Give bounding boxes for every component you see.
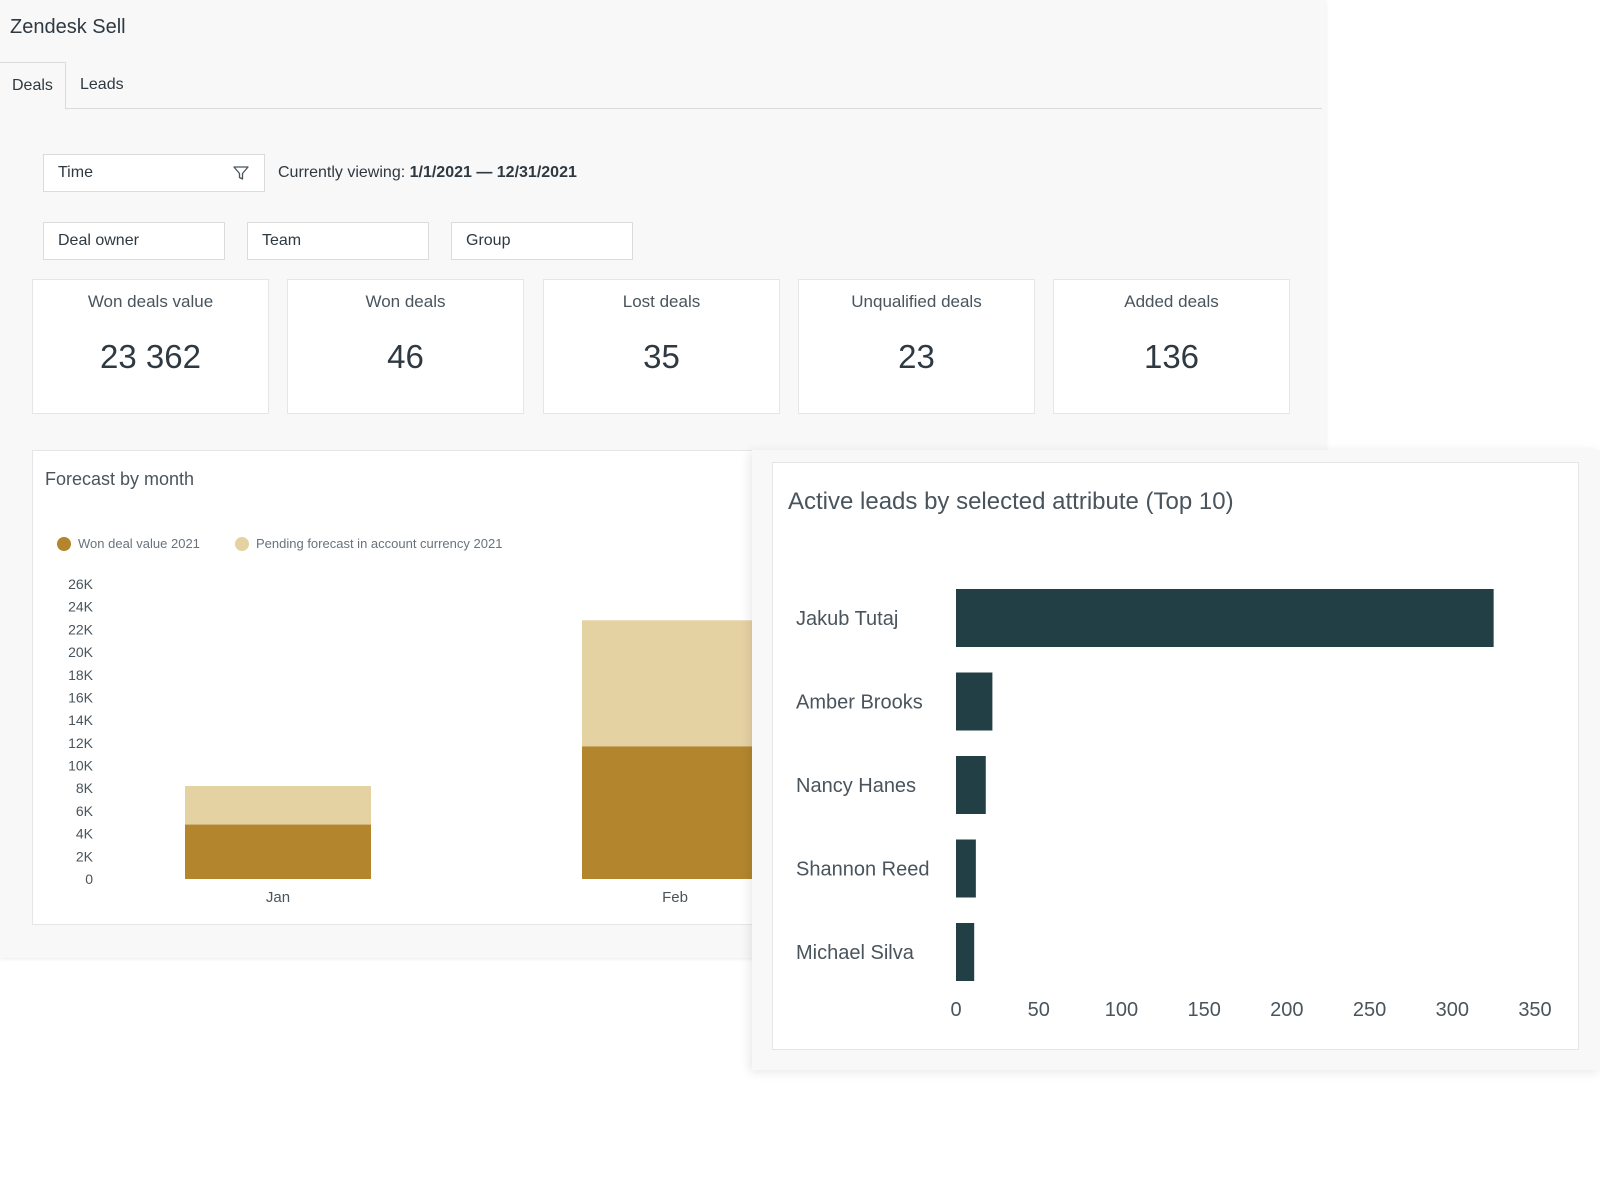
x-tick-label: Jan (266, 889, 290, 906)
kpi-unqualified-deals: Unqualified deals 23 (798, 279, 1035, 414)
tab-leads[interactable]: Leads (80, 76, 124, 93)
bar-won-segment (582, 746, 768, 879)
app-title: Zendesk Sell (10, 16, 126, 38)
y-tick-label: 6K (76, 803, 94, 819)
legend-item-pending: Pending forecast in account currency 202… (235, 536, 502, 551)
leads-chart: Jakub Tutaj Amber Brooks Nancy Hanes Shanno… (796, 589, 1552, 1021)
group-filter[interactable]: Group (451, 222, 633, 260)
bar-category-label: Jakub Tutaj (796, 608, 898, 630)
kpi-value: 46 (387, 338, 424, 375)
bar-pending-segment (582, 620, 768, 747)
x-tick-label: 250 (1353, 999, 1386, 1021)
kpi-label: Added deals (1124, 292, 1219, 311)
kpi-label: Lost deals (622, 292, 701, 311)
y-tick-label: 20K (68, 644, 94, 660)
tab-deals[interactable]: Deals (0, 62, 66, 110)
group-filter-label: Group (466, 232, 511, 249)
lead-bar (956, 923, 975, 981)
y-tick-label: 26K (68, 576, 94, 592)
x-tick-label: 0 (950, 999, 961, 1021)
time-filter-label: Time (58, 164, 93, 181)
y-tick-label: 16K (68, 689, 94, 705)
kpi-label: Won deals (365, 292, 446, 311)
y-tick-label: 10K (68, 758, 94, 774)
x-tick-label: 150 (1187, 999, 1220, 1021)
leads-chart-title: Active leads by selected attribute (Top … (788, 488, 1234, 515)
tab-bar: Deals Leads (0, 62, 1322, 110)
lead-bar (956, 839, 976, 898)
kpi-label: Won deals value (87, 292, 214, 311)
bar-category-label: Amber Brooks (796, 692, 923, 714)
bar-category-label: Michael Silva (796, 942, 915, 964)
time-filter-dropdown[interactable]: Time (43, 154, 265, 192)
y-tick-label: 0 (85, 871, 93, 887)
currently-viewing: Currently viewing: 1/1/2021 — 12/31/2021 (278, 164, 577, 182)
deal-owner-filter[interactable]: Deal owner (43, 222, 225, 260)
y-tick-label: 8K (76, 780, 94, 796)
x-tick-label: 50 (1028, 999, 1050, 1021)
legend-label-pending: Pending forecast in account currency 202… (256, 536, 503, 551)
currently-viewing-label: Currently viewing: (278, 164, 406, 181)
bar-category-label: Nancy Hanes (796, 775, 916, 797)
filter-icon[interactable] (232, 164, 250, 182)
x-tick-label: 100 (1105, 999, 1138, 1021)
team-filter-label: Team (262, 232, 302, 249)
kpi-added-deals: Added deals 136 (1053, 279, 1290, 414)
lead-bar (956, 589, 1494, 647)
bar-pending-segment (185, 785, 371, 825)
y-tick-label: 2K (76, 848, 94, 864)
kpi-value: 136 (1143, 338, 1200, 375)
team-filter[interactable]: Team (247, 222, 429, 260)
y-tick-label: 4K (76, 826, 94, 842)
x-tick-label: 350 (1518, 999, 1551, 1021)
leads-chart-card: Jakub Tutaj Amber Brooks Nancy Hanes Shanno… (772, 462, 1579, 1050)
kpi-lost-deals: Lost deals 35 (543, 279, 780, 414)
leads-panel: Jakub Tutaj Amber Brooks Nancy Hanes Shanno… (752, 450, 1600, 1070)
forecast-chart: 0 2K 4K 6K 8K 10K 12K 14K 16K 18K 20K 22K 24K 26K Jan F… (68, 576, 768, 906)
kpi-value: 23 (898, 338, 935, 375)
currently-viewing-range: 1/1/2021 — 12/31/2021 (409, 164, 577, 181)
kpi-won-deals-value: Won deals value 23 362 (32, 279, 269, 414)
y-tick-label: 24K (68, 599, 94, 615)
y-tick-label: 22K (68, 621, 94, 637)
legend-label-won: Won deal value 2021 (78, 536, 200, 551)
forecast-chart-title: Forecast by month (45, 469, 195, 489)
bar-won-segment (185, 824, 371, 879)
x-tick-label: Feb (662, 889, 688, 906)
kpi-value: 35 (643, 338, 680, 375)
deal-owner-filter-label: Deal owner (58, 232, 139, 249)
kpi-label: Unqualified deals (851, 292, 982, 311)
kpi-value: 23 362 (100, 338, 201, 375)
bar-category-label: Shannon Reed (796, 859, 929, 881)
legend-swatch-pending (235, 536, 249, 551)
y-tick-label: 12K (68, 735, 94, 751)
lead-bar (956, 672, 993, 731)
lead-bar (956, 756, 986, 814)
kpi-won-deals: Won deals 46 (287, 279, 524, 414)
legend-swatch-won (57, 536, 71, 551)
x-tick-label: 300 (1436, 999, 1469, 1021)
y-tick-label: 14K (68, 712, 94, 728)
y-tick-label: 18K (68, 667, 94, 683)
legend-item-won: Won deal value 2021 (57, 536, 200, 551)
x-tick-label: 200 (1270, 999, 1303, 1021)
